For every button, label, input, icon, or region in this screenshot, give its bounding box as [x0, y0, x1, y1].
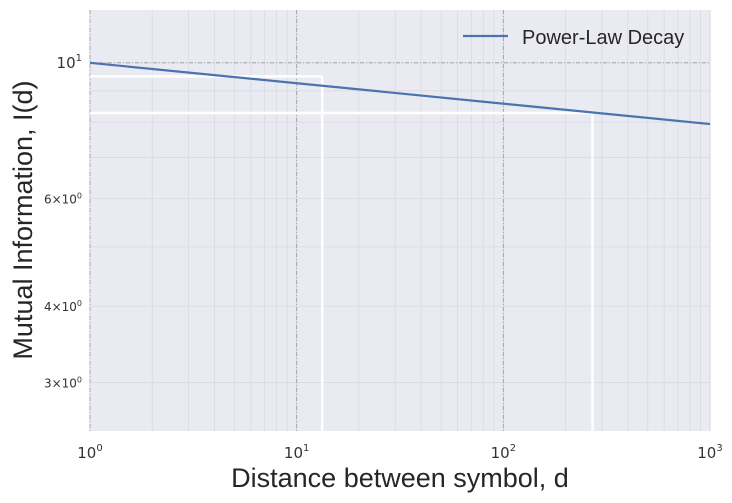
x-axis-title: Distance between symbol, d	[231, 463, 569, 493]
y-tick-labels: 3×100 4×100 6×100 101	[44, 53, 82, 391]
series-layer	[89, 61, 711, 126]
y-tick-label: 6×100	[44, 191, 82, 206]
x-tick-label: 102	[491, 443, 516, 462]
y-tick-label: 101	[57, 53, 82, 72]
x-tick-label: 103	[697, 443, 722, 462]
reference-lines	[90, 75, 594, 431]
x-tick-label: 101	[284, 443, 309, 462]
legend-label: Power-Law Decay	[522, 27, 684, 49]
y-tick-label: 3×100	[44, 376, 82, 391]
reference-grid	[89, 10, 710, 431]
plot-background	[90, 10, 710, 431]
y-tick-label: 4×100	[44, 299, 82, 314]
series-line	[89, 61, 711, 126]
y-axis-title: Mutual Information, I(d)	[8, 80, 38, 359]
grid	[89, 10, 711, 431]
legend: Power-Law Decay	[463, 27, 684, 49]
x-tick-labels: 100 101 102 103	[77, 443, 722, 462]
x-tick-label: 100	[77, 443, 102, 462]
